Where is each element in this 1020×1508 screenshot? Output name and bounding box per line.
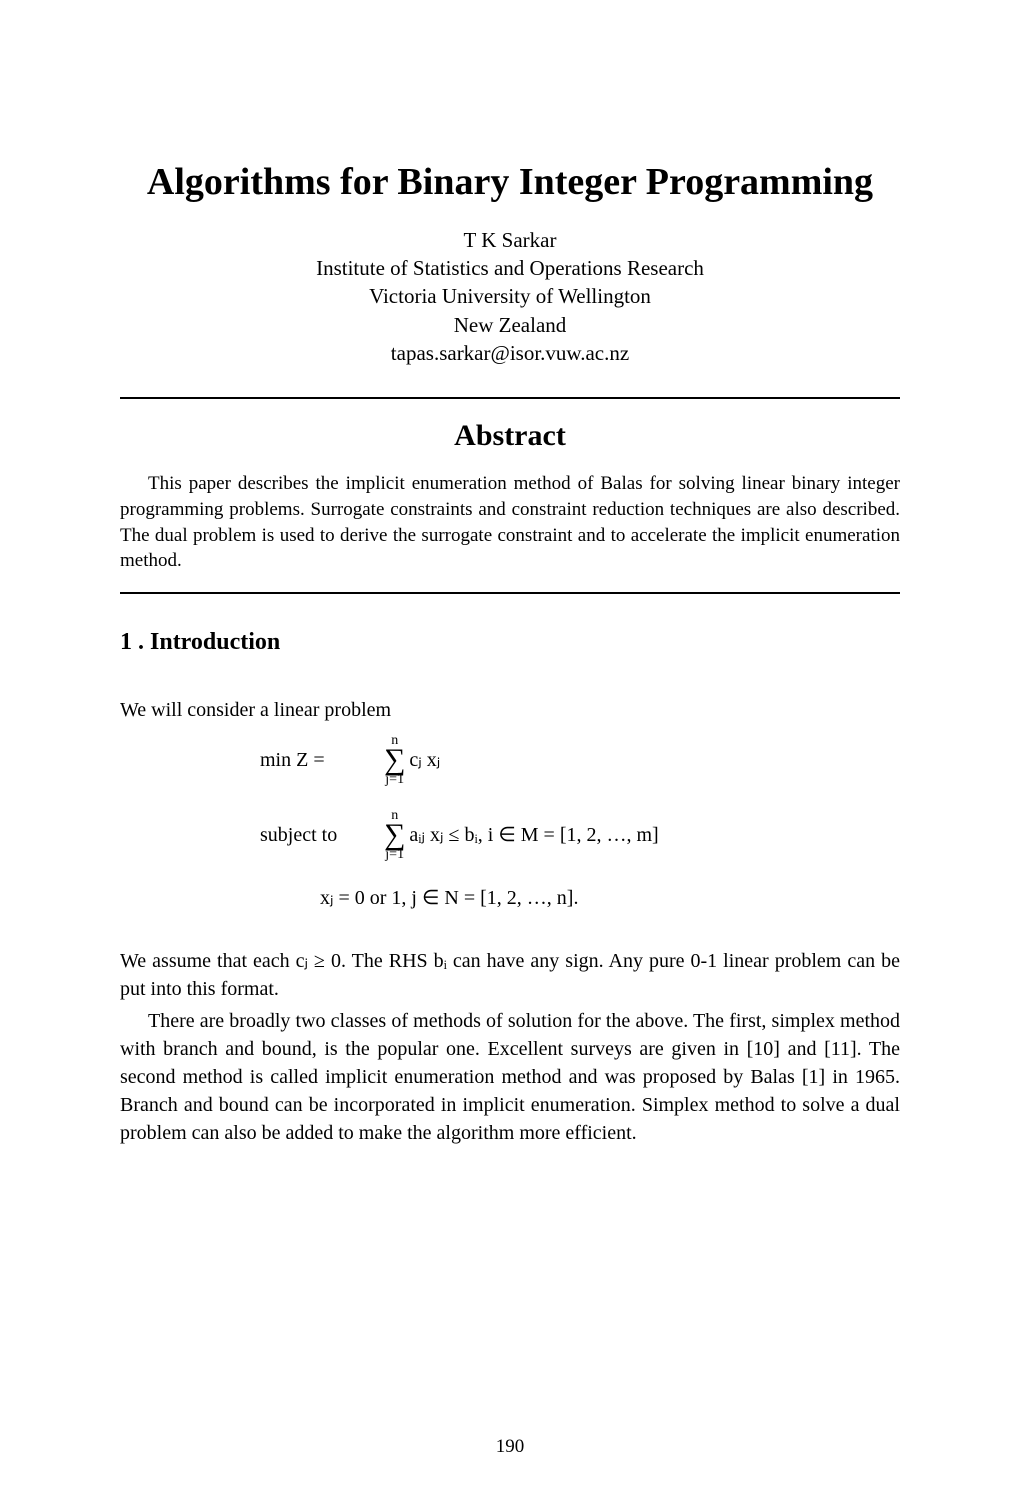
horizontal-rule-top [120,397,900,399]
sum-symbol-1: n ∑ j=1 [384,734,405,787]
math-constraint: subject to n ∑ j=1 aᵢⱼ xⱼ ≤ bᵢ, i ∈ M = … [260,809,900,862]
horizontal-rule-bottom [120,592,900,594]
author-email: tapas.sarkar@isor.vuw.ac.nz [120,339,900,367]
sum-symbol-2: n ∑ j=1 [384,809,405,862]
author-affiliation-2: Victoria University of Wellington [120,282,900,310]
abstract-text: This paper describes the implicit enumer… [120,471,900,574]
sigma-icon: ∑ [384,821,405,848]
section-1-para-2: There are broadly two classes of methods… [120,1007,900,1147]
math-min-label: min Z = [260,746,380,774]
author-affiliation-1: Institute of Statistics and Operations R… [120,254,900,282]
abstract-heading: Abstract [120,419,900,453]
math-formulation: min Z = n ∑ j=1 cⱼ xⱼ subject to n ∑ j=1… [260,734,900,912]
sum2-lower: j=1 [385,848,404,862]
math-binary: xⱼ = 0 or 1, j ∈ N = [1, 2, …, n]. [320,884,900,912]
author-block: T K Sarkar Institute of Statistics and O… [120,226,900,368]
section-1-intro: We will consider a linear problem [120,696,900,724]
math-constraint-expr: aᵢⱼ xⱼ ≤ bᵢ, i ∈ M = [1, 2, …, m] [409,821,658,849]
math-binary-expr: xⱼ = 0 or 1, j ∈ N = [1, 2, …, n]. [320,884,578,912]
section-1-para-1: We assume that each cⱼ ≥ 0. The RHS bᵢ c… [120,947,900,1003]
author-name: T K Sarkar [120,226,900,254]
math-obj-expr: cⱼ xⱼ [409,746,440,774]
section-1-heading: 1 . Introduction [120,629,900,656]
sigma-icon: ∑ [384,746,405,773]
math-objective: min Z = n ∑ j=1 cⱼ xⱼ [260,734,900,787]
paper-title: Algorithms for Binary Integer Programmin… [120,160,900,206]
sum1-lower: j=1 [385,773,404,787]
page-number: 190 [0,1436,1020,1458]
math-subject-label: subject to [260,821,380,849]
author-affiliation-3: New Zealand [120,311,900,339]
